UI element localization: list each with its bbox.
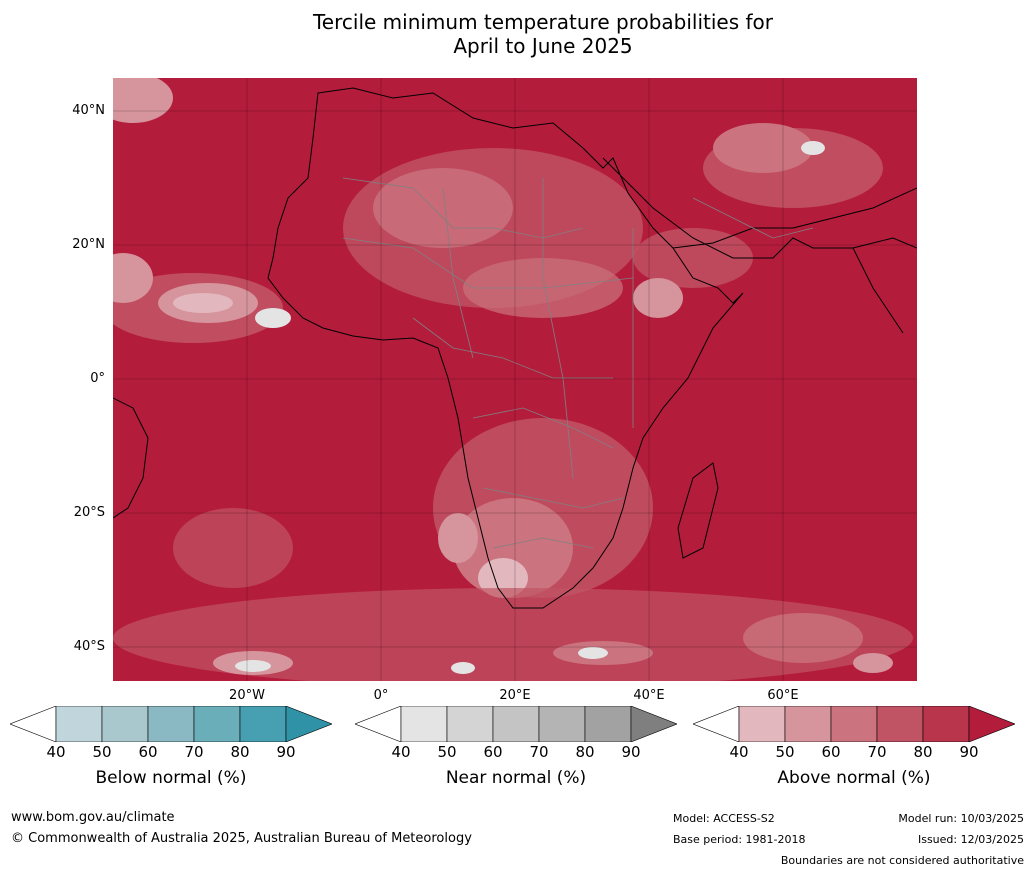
lon-label-20w: 20°W	[229, 688, 265, 703]
tick-label: 70	[867, 743, 887, 761]
colorbar-below-label: Below normal (%)	[95, 768, 247, 788]
colorbar-near-swatch-1	[400, 706, 448, 742]
tick-label: 90	[276, 743, 296, 761]
footer-website: www.bom.gov.au/climate	[11, 810, 175, 825]
lon-label-0: 0°	[373, 688, 389, 703]
tick-label: 80	[230, 743, 250, 761]
footer-base-period: Base period: 1981-2018	[673, 833, 806, 846]
colorbar-below-swatch-2	[101, 706, 149, 742]
colorbar-above-swatch-4	[876, 706, 924, 742]
colorbar-below-swatch-3	[147, 706, 195, 742]
tick-label: 60	[138, 743, 158, 761]
footer-issued: Issued: 12/03/2025	[917, 833, 1024, 846]
tick-label: 80	[913, 743, 933, 761]
footer-model-run: Model run: 10/03/2025	[898, 812, 1024, 825]
colorbar-below-ticks: 40 50 60 70 80 90	[10, 743, 332, 763]
colorbar-above-label: Above normal (%)	[777, 768, 931, 788]
title-line-2: April to June 2025	[453, 34, 633, 58]
colorbar-below-high-arrow	[285, 706, 332, 742]
tick-label: 90	[959, 743, 979, 761]
colorbar-near-ticks: 40 50 60 70 80 90	[355, 743, 677, 763]
tick-label: 70	[184, 743, 204, 761]
colorbar-near-label: Near normal (%)	[445, 768, 587, 788]
tick-label: 50	[437, 743, 457, 761]
lat-label-20s: 20°S	[73, 505, 105, 520]
lon-label-40e: 40°E	[633, 688, 665, 703]
colorbar-above-swatch-3	[830, 706, 878, 742]
colorbar-near-swatch-4	[538, 706, 586, 742]
colorbar-above-swatch-1	[738, 706, 786, 742]
colorbar-below-swatch-5	[239, 706, 287, 742]
colorbar-above-high-arrow	[968, 706, 1015, 742]
tick-label: 50	[92, 743, 112, 761]
footer-disclaimer: Boundaries are not considered authoritat…	[780, 854, 1024, 867]
footer-model: Model: ACCESS-S2	[673, 812, 775, 825]
lat-label-40s: 40°S	[73, 639, 105, 654]
colorbar-above-swatch-5	[922, 706, 970, 742]
title-line-1: Tercile minimum temperature probabilitie…	[312, 10, 774, 34]
lat-label-0: 0°	[90, 371, 105, 386]
tick-label: 50	[775, 743, 795, 761]
map-canvas	[113, 78, 917, 681]
country-borders	[342, 177, 814, 549]
colorbar-above-ticks: 40 50 60 70 80 90	[693, 743, 1015, 763]
probability-map	[113, 78, 917, 681]
graticule	[113, 78, 917, 681]
tick-label: 40	[729, 743, 749, 761]
colorbar-near-swatch-5	[584, 706, 632, 742]
colorbar-above-normal	[693, 706, 1015, 742]
colorbar-near-swatch-2	[446, 706, 494, 742]
tick-label: 60	[483, 743, 503, 761]
probability-patches	[113, 78, 913, 681]
lat-label-20n: 20°N	[72, 237, 105, 252]
tick-label: 40	[46, 743, 66, 761]
lon-label-20e: 20°E	[499, 688, 531, 703]
colorbar-near-low-arrow	[355, 706, 402, 742]
tick-label: 90	[621, 743, 641, 761]
lat-label-40n: 40°N	[72, 103, 105, 118]
colorbar-below-normal	[10, 706, 332, 742]
tick-label: 60	[821, 743, 841, 761]
tick-label: 40	[391, 743, 411, 761]
colorbar-above-swatch-2	[784, 706, 832, 742]
colorbar-below-swatch-4	[193, 706, 241, 742]
tick-label: 80	[575, 743, 595, 761]
colorbar-below-low-arrow	[10, 706, 57, 742]
colorbar-near-swatch-3	[492, 706, 540, 742]
colorbar-below-swatch-1	[55, 706, 103, 742]
coastlines	[113, 87, 917, 609]
footer-copyright: © Commonwealth of Australia 2025, Austra…	[11, 831, 472, 846]
colorbar-near-normal	[355, 706, 677, 742]
tick-label: 70	[529, 743, 549, 761]
colorbar-near-high-arrow	[630, 706, 677, 742]
lon-label-60e: 60°E	[767, 688, 799, 703]
colorbar-above-low-arrow	[693, 706, 740, 742]
chart-title: Tercile minimum temperature probabilitie…	[0, 10, 1035, 58]
